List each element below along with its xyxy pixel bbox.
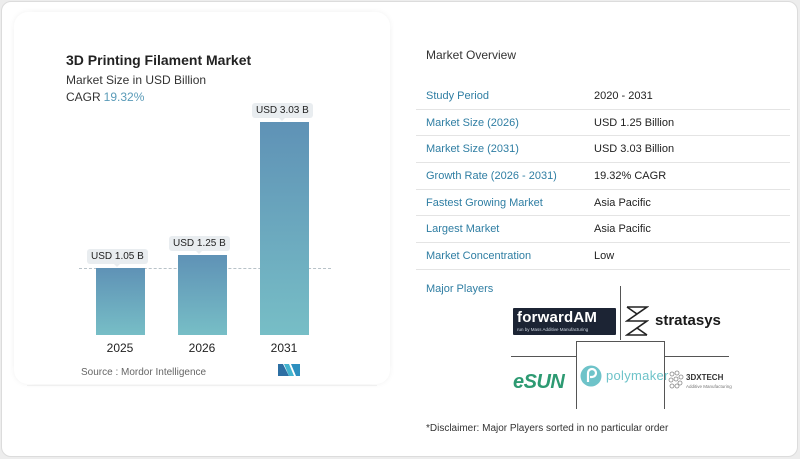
overview-row: Largest Market Asia Pacific xyxy=(416,216,790,244)
overview-row: Market Size (2031) USD 3.03 Billion xyxy=(416,136,790,164)
stratasys-logo: stratasys xyxy=(655,312,721,329)
bar-2025 xyxy=(96,268,145,335)
mordor-logo-icon xyxy=(278,364,300,376)
row-value: Asia Pacific xyxy=(594,223,651,236)
major-players-title: Major Players xyxy=(426,283,494,295)
esun-logo: eSUN xyxy=(513,371,565,393)
row-value: Asia Pacific xyxy=(594,196,651,209)
3dxtech-logo: 3DXTECH xyxy=(686,373,724,382)
row-value: USD 3.03 Billion xyxy=(594,143,675,156)
grid-divider xyxy=(511,356,577,357)
cagr-value: 19.32% xyxy=(103,90,145,104)
3dxtech-mark-icon xyxy=(668,370,684,389)
x-tick-2025: 2025 xyxy=(106,341,134,355)
bar-label-2026: USD 1.25 B xyxy=(169,236,230,254)
grid-divider xyxy=(664,356,729,357)
row-value: 19.32% CAGR xyxy=(594,169,667,182)
overview-title: Market Overview xyxy=(426,48,517,62)
overview-row: Fastest Growing Market Asia Pacific xyxy=(416,190,790,217)
row-key: Fastest Growing Market xyxy=(426,196,543,209)
grid-divider xyxy=(664,341,665,409)
overview-row: Market Size (2026) USD 1.25 Billion xyxy=(416,110,790,137)
grid-divider xyxy=(576,341,665,342)
row-value: Low xyxy=(594,249,615,262)
chart-cagr: CAGR 19.32% xyxy=(66,90,144,104)
disclaimer-text: *Disclaimer: Major Players sorted in no … xyxy=(426,423,669,434)
stratasys-mark-icon xyxy=(625,306,649,336)
cagr-label: CAGR xyxy=(66,90,101,104)
row-key: Market Concentration xyxy=(426,249,532,262)
overview-row: Study Period 2020 - 2031 xyxy=(416,83,790,110)
grid-divider xyxy=(620,286,621,340)
forwardam-logo: forwardAM run by Mass Additive Manufactu… xyxy=(513,308,616,335)
row-key: Market Size (2026) xyxy=(426,116,519,129)
bar-label-2031: USD 3.03 B xyxy=(252,103,313,121)
chart-subtitle: Market Size in USD Billion xyxy=(66,73,207,87)
overview-table: Study Period 2020 - 2031 Market Size (202… xyxy=(416,83,790,270)
source-text: Source : Mordor Intelligence xyxy=(81,367,207,378)
bar-2031 xyxy=(260,122,309,335)
polymaker-mark-icon xyxy=(580,365,602,387)
chart-title: 3D Printing Filament Market xyxy=(66,52,252,68)
row-key: Study Period xyxy=(426,89,489,102)
polymaker-logo: polymaker xyxy=(606,368,669,383)
x-tick-2031: 2031 xyxy=(270,341,298,355)
row-value: 2020 - 2031 xyxy=(594,89,653,102)
row-key: Largest Market xyxy=(426,223,500,236)
bar-2026 xyxy=(178,255,227,335)
forwardam-name: forwardAM xyxy=(517,309,598,326)
forwardam-tagline: run by Mass Additive Manufacturing xyxy=(517,327,589,332)
row-value: USD 1.25 Billion xyxy=(594,116,675,129)
divider xyxy=(27,385,377,386)
overview-row: Market Concentration Low xyxy=(416,243,790,270)
row-key: Growth Rate (2026 - 2031) xyxy=(426,169,557,182)
x-tick-2026: 2026 xyxy=(188,341,216,355)
overview-row: Growth Rate (2026 - 2031) 19.32% CAGR xyxy=(416,163,790,190)
bar-label-2025: USD 1.05 B xyxy=(87,249,148,267)
grid-divider xyxy=(576,341,577,409)
row-key: Market Size (2031) xyxy=(426,143,519,156)
3dxtech-tagline: Additive Manufacturing xyxy=(686,384,732,389)
